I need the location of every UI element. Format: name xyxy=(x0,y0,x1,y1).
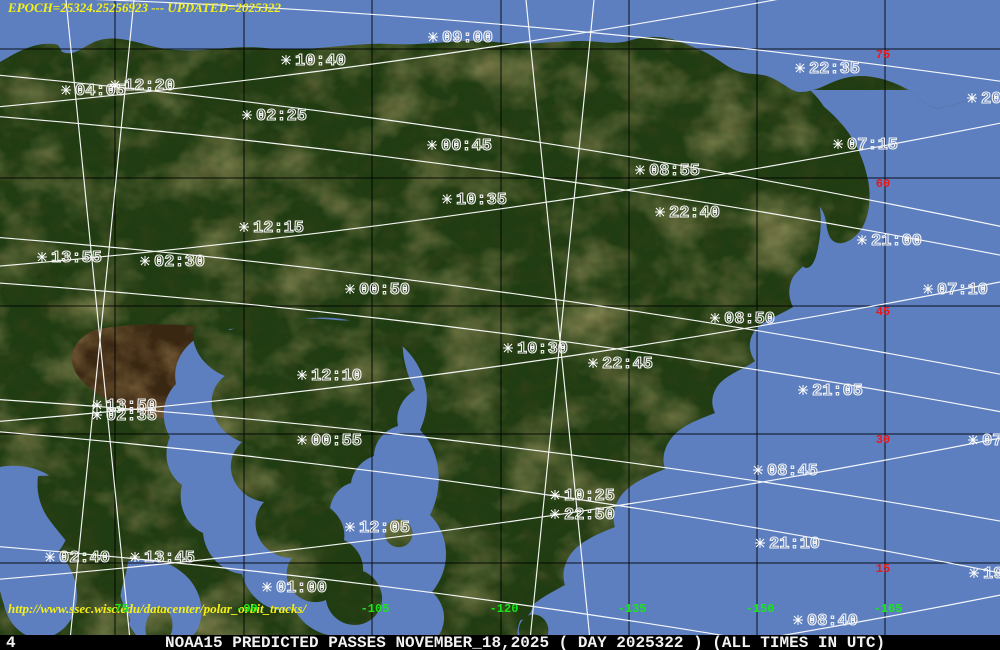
svg-text:02:35: 02:35 xyxy=(106,407,157,426)
svg-text:10:25: 10:25 xyxy=(564,487,615,506)
svg-text:-105: -105 xyxy=(361,602,390,616)
svg-text:00:50: 00:50 xyxy=(359,281,410,300)
svg-text:-165: -165 xyxy=(874,602,903,616)
svg-text:-150: -150 xyxy=(746,602,775,616)
svg-text:15: 15 xyxy=(876,562,890,576)
svg-text:10:35: 10:35 xyxy=(456,191,507,210)
svg-text:60: 60 xyxy=(876,177,890,191)
svg-text:08:40: 08:40 xyxy=(807,612,858,631)
svg-text:07:1: 07:1 xyxy=(982,432,1000,451)
svg-text:45: 45 xyxy=(876,305,890,319)
svg-text:12:20: 12:20 xyxy=(124,77,175,96)
svg-text:22:35: 22:35 xyxy=(809,60,860,79)
svg-text:12:15: 12:15 xyxy=(253,219,304,238)
svg-text:30: 30 xyxy=(876,433,890,447)
svg-text:4: 4 xyxy=(6,634,16,650)
svg-text:00:55: 00:55 xyxy=(311,432,362,451)
svg-text:20:: 20: xyxy=(981,90,1000,109)
svg-text:-135: -135 xyxy=(618,602,647,616)
svg-text:21:00: 21:00 xyxy=(871,232,922,251)
svg-text:19: 19 xyxy=(983,565,1000,584)
svg-text:08:50: 08:50 xyxy=(724,310,775,329)
svg-text:22:50: 22:50 xyxy=(564,506,615,525)
svg-text:09:00: 09:00 xyxy=(442,29,493,48)
svg-text:12:10: 12:10 xyxy=(311,367,362,386)
svg-text:-90: -90 xyxy=(236,602,258,616)
svg-text:08:55: 08:55 xyxy=(649,162,700,181)
svg-text:22:45: 22:45 xyxy=(602,355,653,374)
svg-text:02:30: 02:30 xyxy=(154,253,205,272)
svg-text:13:55: 13:55 xyxy=(51,249,102,268)
svg-text:13:45: 13:45 xyxy=(144,549,195,568)
svg-text:NOAA15 PREDICTED PASSES NOVEMB: NOAA15 PREDICTED PASSES NOVEMBER_18,2025… xyxy=(165,634,885,650)
svg-text:10:30: 10:30 xyxy=(517,340,568,359)
svg-text:21:05: 21:05 xyxy=(812,382,863,401)
svg-text:21:10: 21:10 xyxy=(769,535,820,554)
svg-text:08:45: 08:45 xyxy=(767,462,818,481)
svg-text:00:45: 00:45 xyxy=(441,137,492,156)
svg-text:EPOCH=25324.25256923 --- UPDAT: EPOCH=25324.25256923 --- UPDATED=2025322 xyxy=(7,0,282,15)
svg-text:-75: -75 xyxy=(107,602,129,616)
svg-text:10:40: 10:40 xyxy=(295,52,346,71)
svg-text:http://www.ssec.wisc.edu/datac: http://www.ssec.wisc.edu/datacenter/pola… xyxy=(8,601,308,616)
svg-text:02:25: 02:25 xyxy=(256,107,307,126)
svg-text:75: 75 xyxy=(876,48,890,62)
svg-text:22:40: 22:40 xyxy=(669,204,720,223)
svg-text:07:10: 07:10 xyxy=(937,281,988,300)
svg-text:12:05: 12:05 xyxy=(359,519,410,538)
svg-text:-120: -120 xyxy=(490,602,519,616)
svg-text:07:15: 07:15 xyxy=(847,136,898,155)
svg-text:01:00: 01:00 xyxy=(276,579,327,598)
svg-text:02:40: 02:40 xyxy=(59,549,110,568)
